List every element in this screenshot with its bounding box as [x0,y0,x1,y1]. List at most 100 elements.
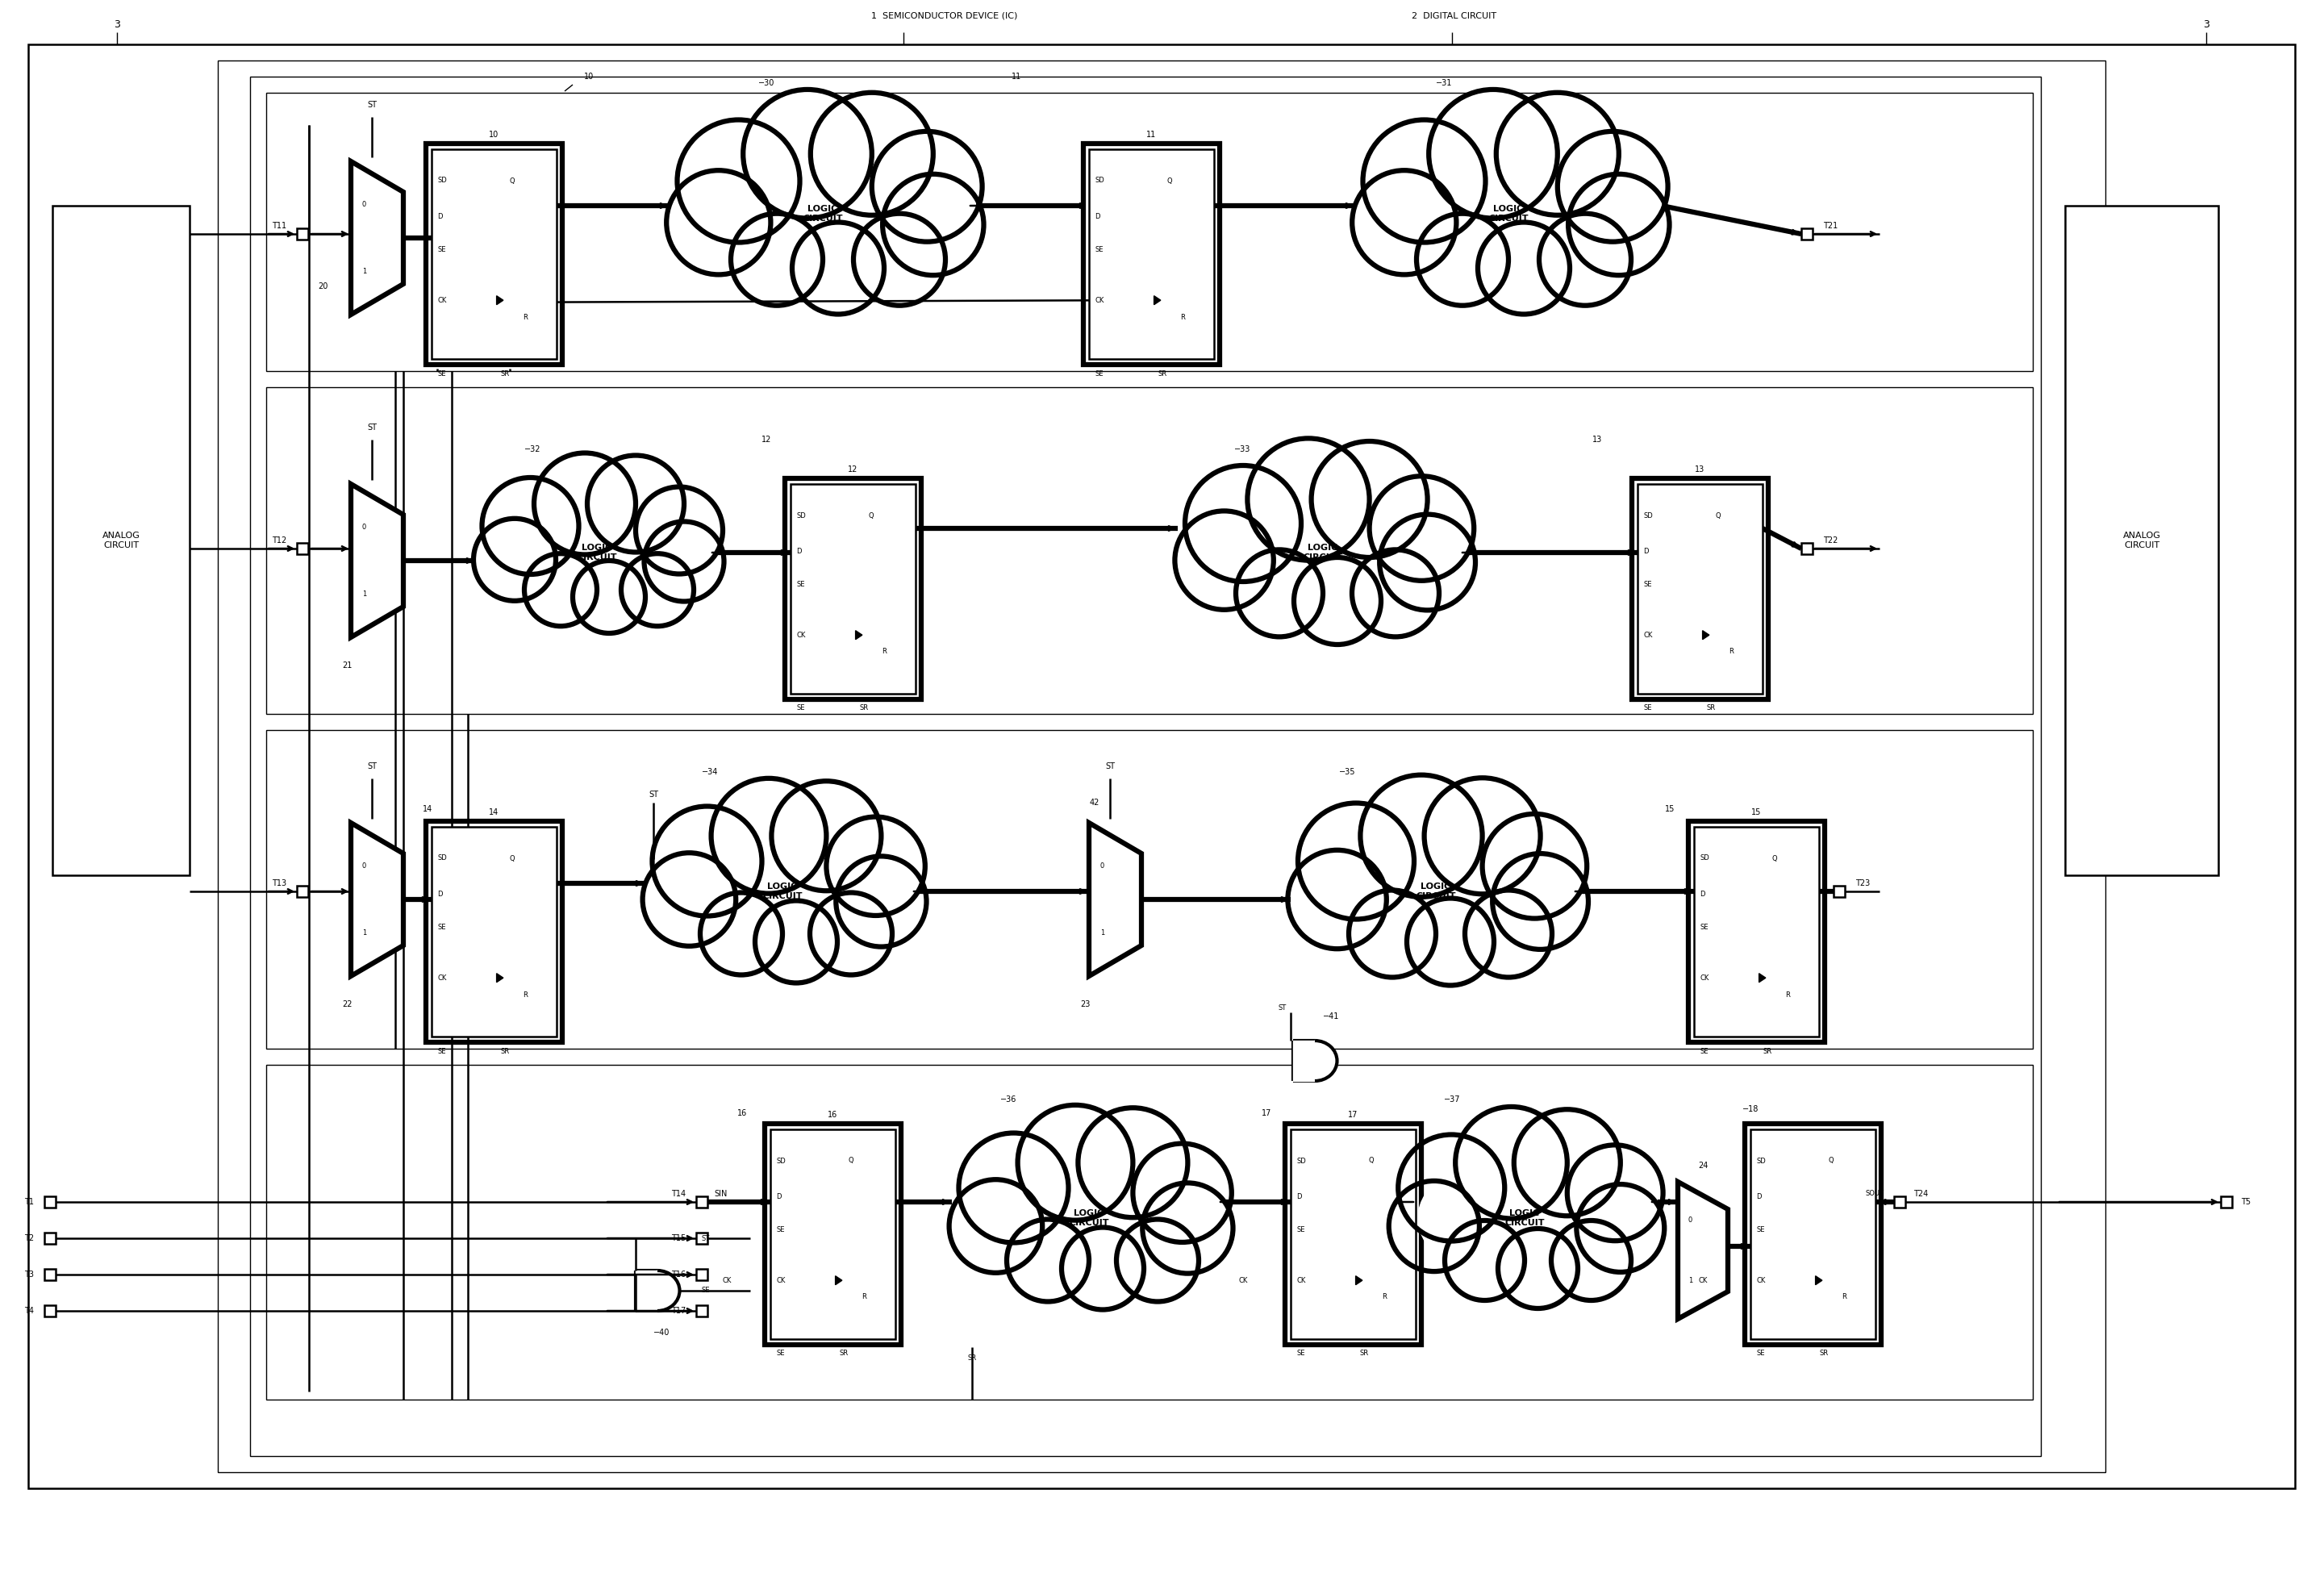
Text: 14: 14 [488,808,500,816]
Bar [765,1123,902,1345]
Text: SE: SE [437,246,446,254]
Circle shape [1497,93,1620,215]
Bar [1750,1130,1875,1338]
Text: D: D [1757,1192,1762,1200]
Circle shape [1557,132,1669,242]
Ellipse shape [476,472,718,632]
Polygon shape [834,1276,841,1285]
Bar [297,229,309,240]
Ellipse shape [1320,825,1552,957]
Bar [267,1065,2034,1400]
Bar [1801,229,1813,240]
Text: ST: ST [367,763,376,770]
Circle shape [1483,814,1587,918]
Circle shape [1478,223,1569,314]
Bar [44,1196,56,1208]
Text: 42: 42 [1090,799,1099,806]
Circle shape [1455,1106,1566,1219]
Circle shape [637,486,723,574]
Text: ST: ST [1106,763,1116,770]
Text: −37: −37 [1443,1095,1459,1103]
Text: T3: T3 [23,1271,35,1279]
Text: −36: −36 [999,1095,1016,1103]
Text: SE: SE [776,1227,786,1233]
Text: LOGIC
CIRCUIT: LOGIC CIRCUIT [762,883,802,901]
Ellipse shape [1418,1153,1631,1283]
Circle shape [711,778,827,893]
Text: SE: SE [437,924,446,930]
Text: SD: SD [437,177,446,184]
Ellipse shape [1290,800,1580,982]
Text: 1: 1 [363,929,367,937]
Text: 22: 22 [342,1001,351,1009]
Circle shape [1176,511,1274,610]
Bar [1638,483,1762,693]
Text: 13: 13 [1592,436,1601,444]
Text: 0: 0 [363,201,367,207]
Text: T21: T21 [1822,221,1838,231]
Circle shape [1418,213,1508,306]
Bar [697,1269,706,1280]
Text: SR: SR [1764,1048,1771,1054]
Circle shape [1576,1185,1664,1272]
Circle shape [700,893,783,974]
Ellipse shape [669,116,976,312]
Text: ST: ST [367,100,376,108]
Text: 15: 15 [1752,808,1762,816]
Circle shape [1294,557,1380,645]
Text: LOGIC
CIRCUIT: LOGIC CIRCUIT [1487,206,1529,223]
Bar [297,886,309,897]
Text: CK: CK [1239,1277,1248,1283]
Text: ST: ST [1278,1004,1287,1012]
Text: T5: T5 [2240,1197,2250,1207]
Text: 1: 1 [363,268,367,275]
Bar [697,1233,706,1244]
Text: CK: CK [723,1277,732,1283]
Circle shape [1369,475,1473,581]
Text: 17: 17 [1262,1109,1271,1117]
Text: CK: CK [776,1277,786,1283]
Text: CK: CK [797,631,806,639]
Circle shape [1248,438,1369,560]
Text: SOUT: SOUT [1864,1191,1882,1197]
Text: 20: 20 [318,282,328,290]
Text: ST: ST [702,1235,711,1243]
Text: 14: 14 [423,805,432,813]
Text: Q: Q [1369,1158,1373,1164]
Polygon shape [351,822,404,976]
Wedge shape [1315,1040,1334,1081]
Text: Q: Q [509,177,514,184]
Text: 12: 12 [762,436,772,444]
Text: −31: −31 [1436,78,1452,88]
Text: T2: T2 [23,1235,35,1243]
Bar [697,1305,706,1316]
Bar [786,479,920,700]
Text: T17: T17 [672,1307,686,1315]
Circle shape [1499,1229,1578,1309]
Bar [53,206,191,876]
Text: −30: −30 [758,78,774,88]
Circle shape [1348,890,1436,977]
Text: R: R [523,992,528,998]
Bar [251,77,2040,1456]
Bar [44,1233,56,1244]
Text: LOGIC
CIRCUIT: LOGIC CIRCUIT [1415,883,1455,901]
Circle shape [1446,1221,1525,1301]
Circle shape [525,554,597,626]
Text: SR: SR [1360,1349,1369,1357]
Text: CK: CK [1095,297,1104,304]
Text: Q: Q [1771,855,1778,861]
Circle shape [1236,549,1322,637]
Ellipse shape [978,1153,1199,1283]
Text: D: D [1643,548,1648,555]
Text: −35: −35 [1339,767,1355,777]
Ellipse shape [1206,490,1439,615]
Circle shape [827,817,925,916]
Circle shape [1513,1109,1620,1216]
Circle shape [1464,890,1552,977]
Bar [1694,827,1820,1037]
Polygon shape [351,162,404,315]
Bar [267,730,2034,1048]
Bar [218,61,2106,1472]
Circle shape [1566,1145,1664,1241]
